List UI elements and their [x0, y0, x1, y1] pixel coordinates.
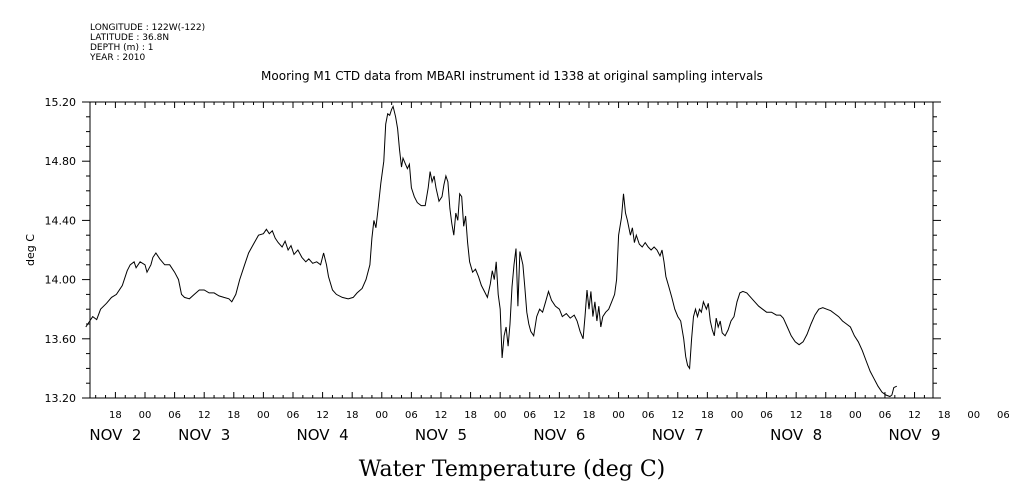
x-hour-label: 06 [523, 410, 536, 421]
x-hour-label: 18 [701, 410, 714, 421]
x-hour-label: 00 [849, 410, 862, 421]
x-hour-label: 18 [464, 410, 477, 421]
x-hour-label: 06 [879, 410, 892, 421]
header-longitude: LONGITUDE : 122W(-122) [90, 23, 205, 33]
y-tick-label: 15.20 [45, 96, 77, 109]
x-hour-label: 12 [790, 410, 803, 421]
x-hour-label: 06 [997, 410, 1009, 421]
x-day-label: NOV 8 [770, 426, 822, 444]
x-hour-label: 12 [435, 410, 448, 421]
x-day-label: NOV 4 [297, 426, 349, 444]
chart-title: Mooring M1 CTD data from MBARI instrumen… [261, 69, 763, 83]
x-day-label: NOV 3 [178, 426, 230, 444]
x-hour-label: 18 [938, 410, 951, 421]
x-day-label: NOV 7 [652, 426, 704, 444]
y-tick-label: 13.20 [45, 392, 77, 405]
x-hour-label: 00 [375, 410, 388, 421]
y-tick-labels: 13.20 13.60 14.00 14.40 14.80 15.20 [45, 96, 77, 405]
x-day-labels: NOV 2 NOV 3 NOV 4 NOV 5 NOV 6 NOV 7 NOV 8 NOV 9 [89, 426, 940, 444]
x-hour-labels: 18 00 06 12 18 00 06 12 18 00 06 12 18 00 06 12 18 00 06 12… [109, 410, 1009, 421]
x-hour-label: 12 [908, 410, 921, 421]
x-hour-label: 00 [257, 410, 270, 421]
axis-ticks [82, 101, 941, 399]
y-tick-label: 14.80 [45, 155, 77, 168]
x-hour-label: 12 [553, 410, 566, 421]
x-hour-label: 12 [671, 410, 684, 421]
x-hour-label: 06 [168, 410, 181, 421]
x-hour-label: 06 [287, 410, 300, 421]
y-tick-label: 13.60 [45, 333, 77, 346]
header-year: YEAR : 2010 [89, 53, 146, 63]
x-day-label: NOV 6 [533, 426, 585, 444]
x-day-label: NOV 2 [89, 426, 141, 444]
y-tick-label: 14.40 [45, 214, 77, 227]
x-hour-label: 06 [760, 410, 773, 421]
x-hour-label: 12 [316, 410, 329, 421]
x-hour-label: 00 [612, 410, 625, 421]
x-hour-label: 18 [227, 410, 240, 421]
x-hour-label: 00 [139, 410, 152, 421]
x-hour-label: 18 [109, 410, 122, 421]
x-hour-label: 06 [642, 410, 655, 421]
x-day-label: NOV 9 [888, 426, 940, 444]
y-tick-label: 14.00 [45, 274, 77, 287]
x-hour-label: 18 [819, 410, 832, 421]
x-hour-label: 00 [731, 410, 744, 421]
plot-frame [89, 101, 934, 399]
x-hour-label: 12 [198, 410, 211, 421]
header-latitude: LATITUDE : 36.8N [90, 33, 169, 43]
y-axis-label: deg C [24, 234, 37, 266]
x-hour-label: 00 [967, 410, 980, 421]
temperature-series-line [85, 104, 898, 398]
header-depth: DEPTH (m) : 1 [90, 43, 153, 53]
x-hour-label: 06 [405, 410, 418, 421]
x-axis-label: Water Temperature (deg C) [359, 457, 666, 482]
x-hour-label: 00 [494, 410, 507, 421]
x-day-label: NOV 5 [415, 426, 467, 444]
x-hour-label: 18 [583, 410, 596, 421]
x-hour-label: 18 [346, 410, 359, 421]
